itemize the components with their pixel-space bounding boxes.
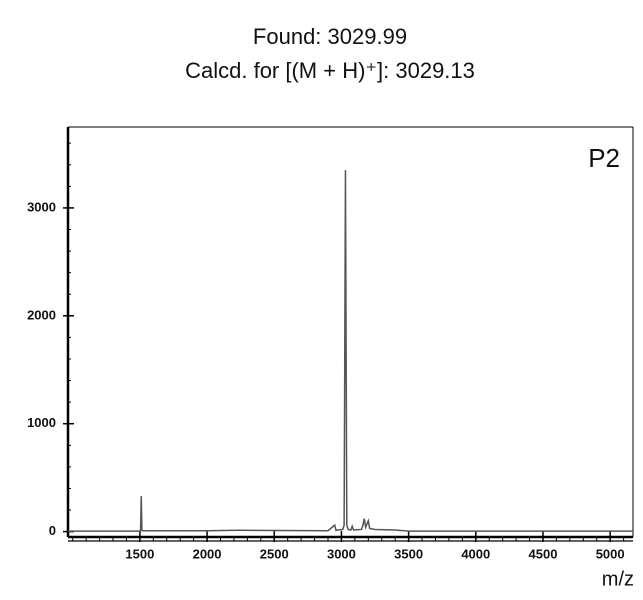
y-tick-label: 1000	[27, 415, 56, 430]
y-tick-label: 0	[49, 523, 56, 538]
x-tick-label: 1500	[125, 546, 154, 561]
chart-subtitle: Calcd. for [(M + H)⁺]: 3029.13	[185, 58, 475, 83]
x-tick-label: 2500	[260, 546, 289, 561]
x-tick-label: 3000	[327, 546, 356, 561]
chart-title: Found: 3029.99	[253, 24, 407, 49]
x-axis-label: m/z	[602, 568, 634, 590]
y-tick-label: 2000	[27, 307, 56, 322]
x-tick-label: 3500	[394, 546, 423, 561]
x-tick-label: 2000	[193, 546, 222, 561]
x-tick-label: 4000	[461, 546, 490, 561]
x-tick-label: 4500	[529, 546, 558, 561]
spectrum-line	[68, 170, 633, 532]
annotation: P2	[588, 143, 620, 173]
y-tick-label: 3000	[27, 199, 56, 214]
x-tick-label: 5000	[596, 546, 625, 561]
